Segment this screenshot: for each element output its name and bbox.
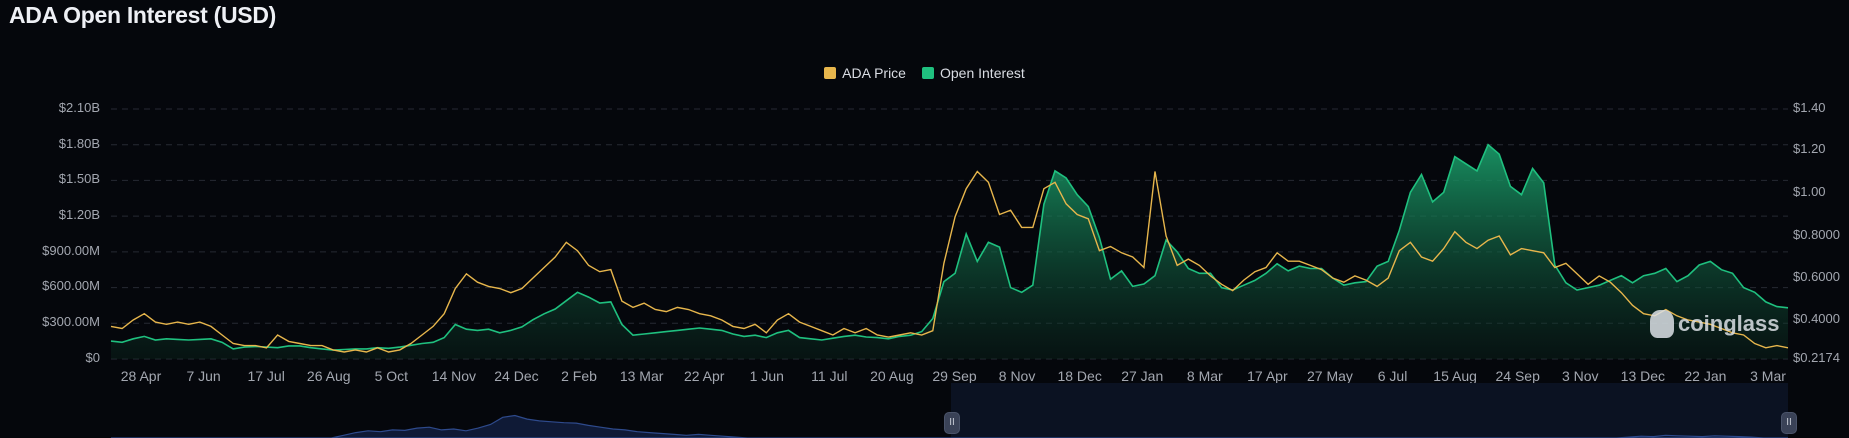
x-tick-label: 6 Jul: [1377, 368, 1408, 384]
open-interest-area: [111, 144, 1788, 359]
legend-label-price: ADA Price: [842, 65, 906, 81]
x-tick-label: 13 Mar: [619, 368, 664, 384]
x-tick-label: 29 Sep: [932, 368, 977, 384]
ada-price-line: [110, 170, 1789, 353]
legend-swatch-price: [824, 67, 837, 79]
coinglass-logo-icon: [1650, 310, 1674, 338]
y-right-tick: $1.20: [1793, 141, 1826, 156]
x-tick-label: 26 Aug: [306, 368, 351, 384]
x-tick-label: 24 Sep: [1495, 368, 1540, 384]
x-tick-label: 11 Jul: [811, 368, 848, 384]
y-right-tick: $0.8000: [1793, 227, 1840, 242]
y-left-tick: $0: [85, 350, 100, 365]
y-right-tick: $1.00: [1793, 184, 1826, 199]
x-tick-label: 8 Mar: [1186, 368, 1223, 384]
x-tick-label: 15 Aug: [1433, 368, 1477, 384]
y-left-tick: $1.20B: [58, 207, 100, 222]
y-left-tick: $2.10B: [58, 100, 100, 115]
x-tick-label: 22 Apr: [683, 368, 725, 384]
chart-legend: ADA Price Open Interest: [0, 65, 1849, 81]
y-left-tick: $1.50B: [58, 171, 100, 186]
y-right-tick: $1.40: [1793, 100, 1826, 115]
x-tick-label: 2 Feb: [561, 368, 597, 384]
x-tick-label: 18 Dec: [1057, 368, 1102, 384]
y-left-tick: $600.00M: [42, 278, 100, 293]
x-tick-label: 20 Aug: [870, 368, 914, 384]
coinglass-watermark: coinglass: [1650, 310, 1779, 338]
x-tick-label: 28 Apr: [120, 368, 162, 384]
x-tick-label: 27 Jan: [1121, 368, 1164, 384]
x-tick-label: 14 Nov: [431, 368, 477, 384]
open-interest-line: [110, 143, 1789, 351]
legend-swatch-oi: [921, 67, 934, 79]
x-tick-label: 7 Jun: [186, 368, 221, 384]
y-left-tick: $900.00M: [42, 243, 100, 258]
y-left-tick: $1.80B: [58, 136, 100, 151]
y-right-tick: $0.4000: [1793, 311, 1840, 326]
navigator-selection[interactable]: [951, 383, 1788, 438]
y-right-tick: $0.6000: [1793, 269, 1840, 284]
legend-item-open-interest[interactable]: Open Interest: [921, 65, 1025, 81]
x-tick-label: 17 Apr: [1247, 368, 1288, 384]
y-right-tick: $0.2174: [1793, 350, 1840, 365]
page-title: ADA Open Interest (USD): [9, 2, 276, 28]
navigator-left-handle[interactable]: II: [944, 412, 960, 434]
x-tick-label: 1 Jun: [749, 368, 784, 384]
x-tick-label: 5 Oct: [374, 368, 409, 384]
x-tick-label: 27 May: [1306, 368, 1353, 384]
x-tick-label: 22 Jan: [1684, 368, 1727, 384]
chart-plot-area[interactable]: [0, 0, 1849, 383]
legend-label-oi: Open Interest: [939, 65, 1025, 81]
x-tick-label: 13 Dec: [1620, 368, 1666, 384]
x-tick-label: 3 Mar: [1750, 368, 1786, 384]
x-tick-label: 8 Nov: [998, 368, 1036, 384]
x-tick-label: 3 Nov: [1561, 368, 1599, 384]
x-tick-label: 24 Dec: [494, 368, 539, 384]
legend-item-ada-price[interactable]: ADA Price: [824, 65, 906, 81]
navigator-right-handle[interactable]: II: [1781, 412, 1797, 434]
x-tick-label: 17 Jul: [247, 368, 285, 384]
watermark-text: coinglass: [1678, 311, 1780, 336]
y-left-tick: $300.00M: [42, 314, 100, 329]
